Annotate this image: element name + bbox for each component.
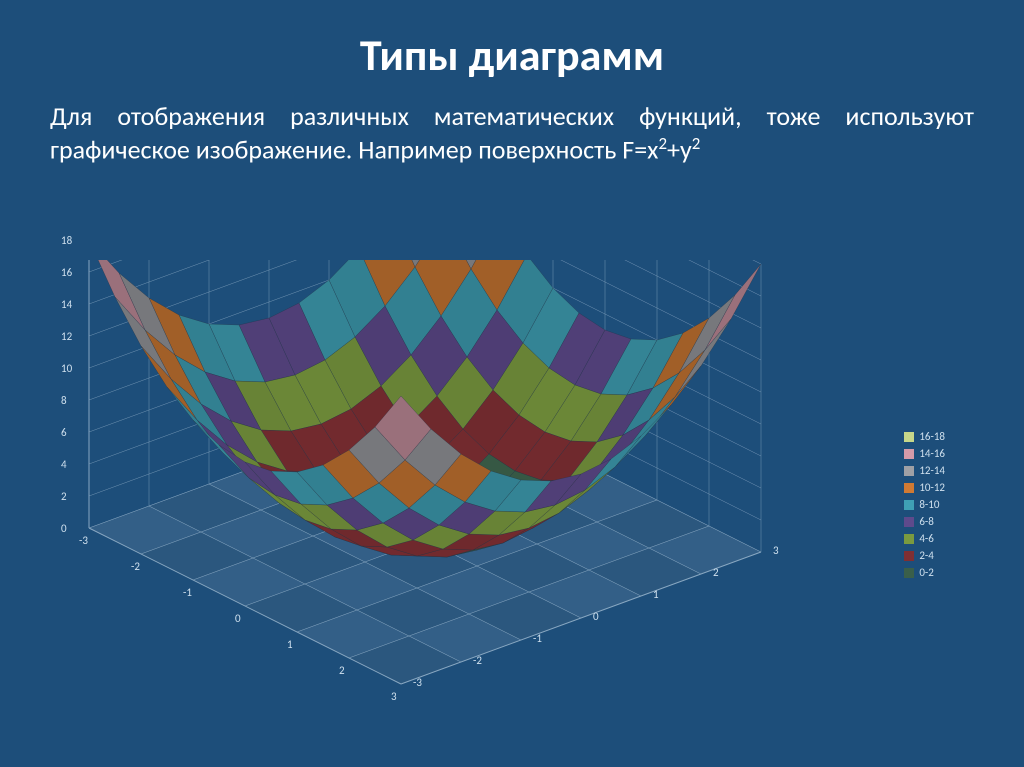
legend-label: 0-2 xyxy=(919,566,934,579)
legend-label: 6-8 xyxy=(919,515,934,528)
axis-tick-label: 0 xyxy=(593,610,599,623)
chart-legend: 16-18 14-16 12-14 10-12 8-10 6-8 4-6 2-4 0-2 xyxy=(904,430,945,583)
legend-swatch xyxy=(904,466,914,476)
legend-swatch xyxy=(904,534,914,544)
legend-item: 14-16 xyxy=(904,447,945,460)
legend-item: 12-14 xyxy=(904,464,945,477)
legend-label: 2-4 xyxy=(919,549,934,562)
axis-tick-label: 2 xyxy=(61,490,67,503)
legend-swatch xyxy=(904,483,914,493)
axis-tick-label: 0 xyxy=(235,612,241,625)
axis-tick-label: 12 xyxy=(61,330,72,343)
axis-tick-label: -3 xyxy=(79,534,88,547)
legend-item: 10-12 xyxy=(904,481,945,494)
axis-tick-label: 8 xyxy=(61,394,67,407)
legend-item: 16-18 xyxy=(904,430,945,443)
axis-tick-label: 16 xyxy=(61,266,72,279)
legend-swatch xyxy=(904,568,914,578)
axis-tick-label: 14 xyxy=(61,298,72,311)
body-text: Для отображения различных математических… xyxy=(0,82,1024,167)
legend-label: 12-14 xyxy=(919,464,945,477)
axis-tick-label: 18 xyxy=(61,234,72,247)
legend-label: 10-12 xyxy=(919,481,945,494)
superscript: 2 xyxy=(692,133,701,154)
axis-tick-label: 1 xyxy=(287,638,293,651)
surface-chart: 16-1814-1612-1410-128-106-84-62-40-2 024… xyxy=(45,260,965,730)
axis-tick-label: 6 xyxy=(61,426,67,439)
body-text-fragment: +y xyxy=(667,134,692,166)
legend-swatch xyxy=(904,517,914,527)
legend-swatch xyxy=(904,432,914,442)
axis-tick-label: 3 xyxy=(773,544,779,557)
legend-label: 8-10 xyxy=(919,498,939,511)
axis-tick-label: 1 xyxy=(653,588,659,601)
legend-swatch xyxy=(904,449,914,459)
body-text-fragment: Для отображения различных математических… xyxy=(50,100,974,166)
legend-item: 0-2 xyxy=(904,566,945,579)
axis-tick-label: 10 xyxy=(61,362,72,375)
chart-canvas xyxy=(45,260,965,730)
legend-item: 8-10 xyxy=(904,498,945,511)
axis-tick-label: -2 xyxy=(473,654,482,667)
axis-tick-label: 4 xyxy=(61,458,67,471)
axis-tick-label: 0 xyxy=(61,522,67,535)
axis-tick-label: 3 xyxy=(391,690,397,703)
legend-item: 6-8 xyxy=(904,515,945,528)
axis-tick-label: 2 xyxy=(339,664,345,677)
slide: Типы диаграмм Для отображения различных … xyxy=(0,0,1024,767)
legend-swatch xyxy=(904,500,914,510)
axis-tick-label: 2 xyxy=(713,566,719,579)
legend-swatch xyxy=(904,551,914,561)
superscript: 2 xyxy=(658,133,667,154)
legend-label: 16-18 xyxy=(919,430,945,443)
axis-tick-label: -1 xyxy=(533,632,542,645)
axis-tick-label: -3 xyxy=(413,676,422,689)
axis-tick-label: -2 xyxy=(131,560,140,573)
legend-item: 2-4 xyxy=(904,549,945,562)
legend-item: 4-6 xyxy=(904,532,945,545)
page-title: Типы диаграмм xyxy=(0,0,1024,82)
axis-tick-label: -1 xyxy=(183,586,192,599)
legend-label: 4-6 xyxy=(919,532,934,545)
legend-label: 14-16 xyxy=(919,447,945,460)
